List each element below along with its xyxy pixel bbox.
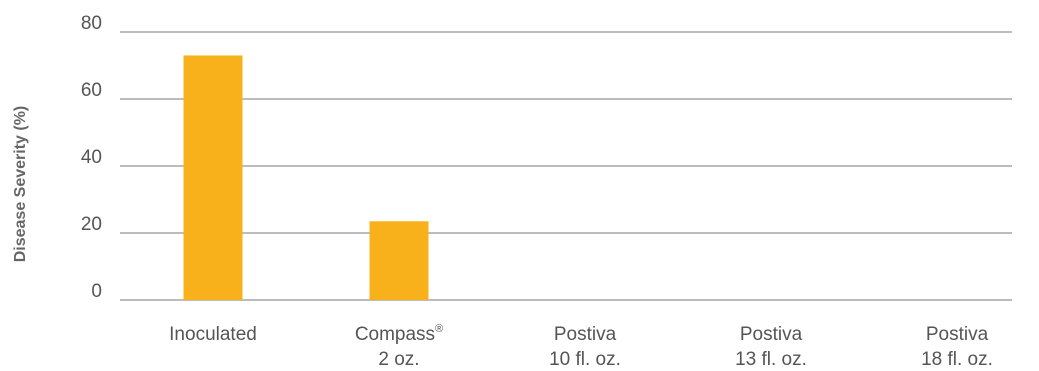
y-tick-labels: 0 20 40 60 80 — [81, 13, 102, 302]
registered-mark: ® — [435, 323, 443, 335]
y-tick-label: 20 — [81, 214, 102, 235]
x-tick-label: Postiva — [740, 324, 803, 345]
y-axis-title: Disease Severity (%) — [12, 106, 29, 263]
x-tick-label: 13 fl. oz. — [735, 349, 807, 370]
x-tick-label: Postiva — [926, 324, 989, 345]
y-tick-label: 80 — [81, 13, 102, 34]
x-tick-label: 2 oz. — [378, 349, 419, 370]
gridlines — [120, 31, 1012, 301]
x-category-labels: Inoculated Compass® 2 oz. Postiva 10 fl. oz.… — [169, 323, 993, 370]
x-tick-label: Compass® — [355, 323, 443, 345]
bars — [183, 55, 429, 301]
bar — [183, 55, 243, 301]
y-tick-label: 60 — [81, 80, 102, 101]
y-tick-label: 40 — [81, 147, 102, 168]
category-label: Compass® 2 oz. — [355, 323, 443, 370]
category-label: Postiva 13 fl. oz. — [735, 324, 807, 370]
category-label: Postiva 10 fl. oz. — [549, 324, 621, 370]
x-tick-label: 10 fl. oz. — [549, 349, 621, 370]
category-label: Inoculated — [169, 324, 257, 345]
x-tick-label: Inoculated — [169, 324, 257, 345]
x-tick-label: Postiva — [554, 324, 617, 345]
bar — [369, 221, 429, 300]
y-tick-label: 0 — [91, 281, 102, 302]
category-label: Postiva 18 fl. oz. — [921, 324, 993, 370]
x-tick-label: 18 fl. oz. — [921, 349, 993, 370]
